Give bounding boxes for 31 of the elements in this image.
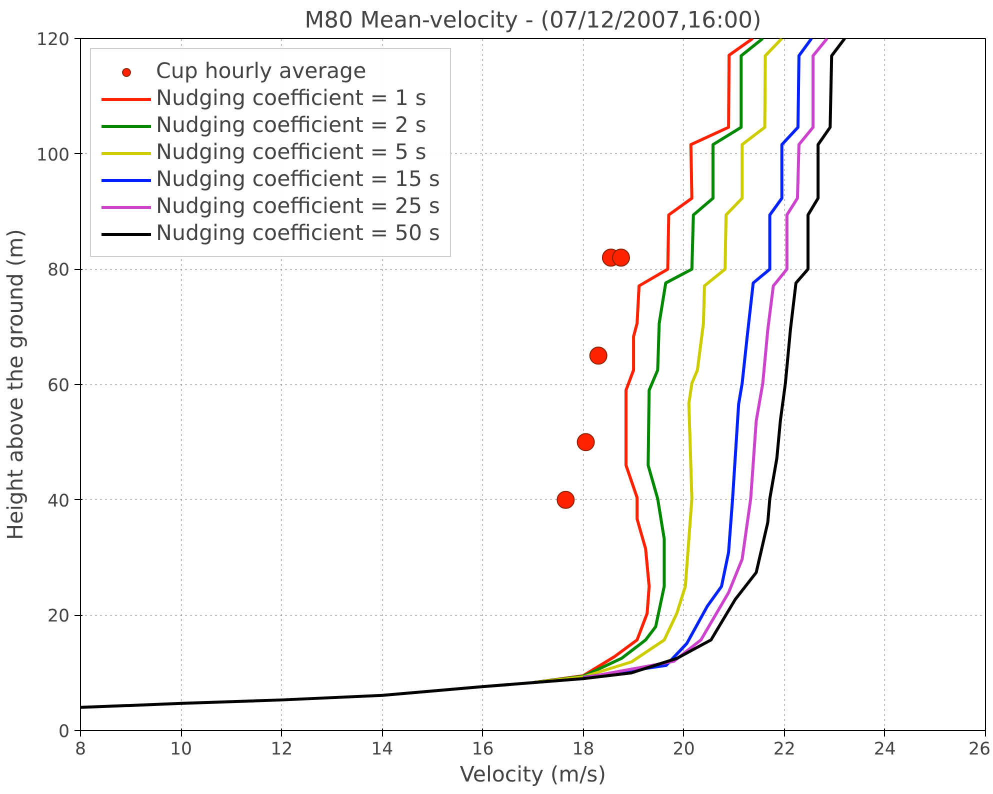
legend-label: Nudging coefficient = 1 s — [156, 86, 426, 111]
x-tick-label: 14 — [371, 740, 394, 760]
x-tick-label: 24 — [874, 740, 896, 760]
chart-title: M80 Mean-velocity - (07/12/2007,16:00) — [304, 8, 762, 34]
y-tick-label: 0 — [58, 722, 70, 742]
legend-label: Nudging coefficient = 50 s — [156, 221, 440, 246]
x-tick-label: 20 — [672, 740, 695, 760]
x-tick-label: 26 — [968, 740, 991, 760]
x-axis-title: Velocity (m/s) — [460, 762, 606, 788]
x-tick-label: 16 — [472, 740, 494, 760]
legend-label: Cup hourly average — [156, 59, 366, 84]
point — [612, 248, 630, 267]
y-tick-label: 80 — [47, 260, 70, 281]
x-tick-label: 22 — [773, 740, 796, 760]
legend-label: Nudging coefficient = 25 s — [156, 194, 440, 219]
y-tick-label: 40 — [47, 491, 70, 512]
x-tick-label: 12 — [270, 740, 293, 760]
y-tick-label: 100 — [36, 145, 70, 166]
legend-label: Nudging coefficient = 5 s — [156, 140, 426, 165]
legend-label: Nudging coefficient = 2 s — [156, 113, 426, 138]
y-tick-label: 20 — [47, 606, 70, 627]
y-axis-title: Height above the ground (m) — [3, 229, 28, 540]
y-tick-label: 60 — [47, 376, 70, 396]
x-tick-label: 8 — [74, 740, 86, 760]
legend-label: Nudging coefficient = 15 s — [156, 167, 440, 192]
point — [556, 490, 575, 509]
y-tick-label: 120 — [36, 30, 70, 50]
x-tick-label: 10 — [170, 740, 192, 760]
point — [576, 433, 595, 452]
point — [589, 346, 608, 365]
x-tick-label: 18 — [572, 740, 594, 760]
